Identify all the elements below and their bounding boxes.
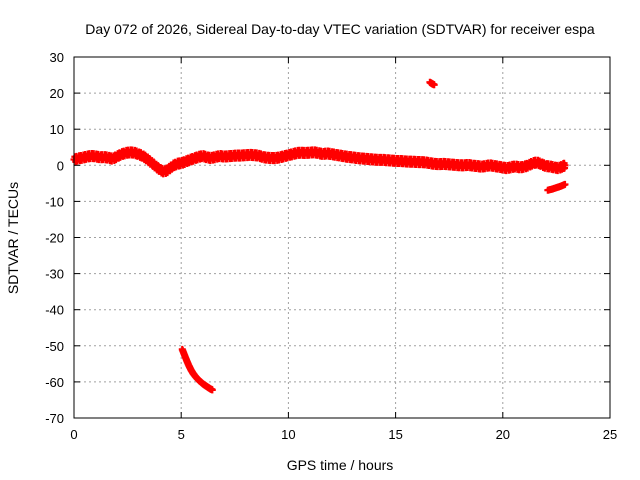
x-tick-label: 10 <box>281 427 295 442</box>
y-axis-label: SDTVAR / TECUs <box>5 182 21 294</box>
x-tick-label: 0 <box>70 427 77 442</box>
y-tick-label: -60 <box>45 375 64 390</box>
y-tick-label: -50 <box>45 339 64 354</box>
y-tick-label: 20 <box>50 86 64 101</box>
data-point <box>430 81 438 89</box>
y-tick-label: -70 <box>45 411 64 426</box>
y-tick-label: 0 <box>57 158 64 173</box>
x-axis-label: GPS time / hours <box>287 457 394 473</box>
tick-labels: 0 5 10 15 20 25 -70 -60 -50 -40 -30 -20 -10 0 10 20 30 <box>45 50 617 442</box>
chart-title: Day 072 of 2026, Sidereal Day-to-day VTE… <box>85 21 595 37</box>
x-tick-label: 5 <box>178 427 185 442</box>
grid <box>74 57 610 418</box>
y-tick-label: -30 <box>45 267 64 282</box>
y-tick-label: -20 <box>45 231 64 246</box>
data-point <box>208 386 216 394</box>
data-marks <box>70 78 569 394</box>
x-tick-label: 25 <box>603 427 617 442</box>
x-tick-label: 20 <box>496 427 510 442</box>
y-tick-label: -40 <box>45 303 64 318</box>
y-tick-label: -10 <box>45 194 64 209</box>
axes <box>73 56 611 419</box>
y-tick-label: 10 <box>50 122 64 137</box>
x-tick-label: 15 <box>388 427 402 442</box>
data-point <box>561 180 569 188</box>
y-tick-label: 30 <box>50 50 64 65</box>
data-point <box>561 161 569 169</box>
